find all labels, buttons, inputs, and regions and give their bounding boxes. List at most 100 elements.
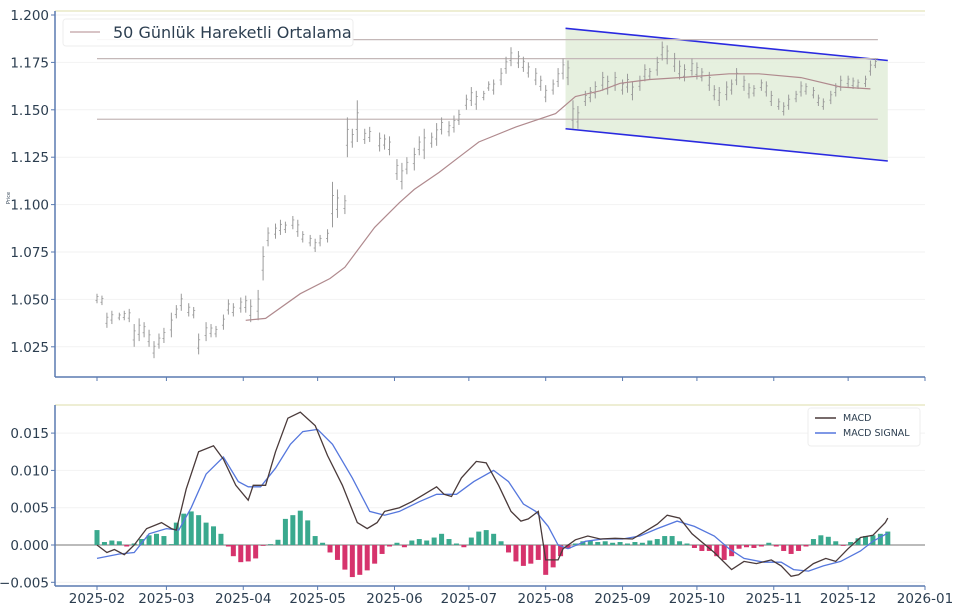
price-y-tick-label: 1.050 — [10, 292, 49, 308]
macd-x-tick-label: 2025-08 — [517, 591, 573, 607]
histogram-bar — [587, 540, 593, 545]
histogram-bar — [855, 538, 861, 545]
histogram-bar — [647, 540, 653, 545]
histogram-bar — [550, 545, 556, 568]
histogram-bar — [364, 545, 370, 571]
histogram-bar — [394, 542, 400, 545]
histogram-bar — [520, 545, 526, 566]
histogram-bar — [342, 545, 348, 570]
price-gridlines — [55, 14, 925, 348]
macd-x-ticks: 2025-02 2025-03 2025-04 2025-05 2025-06 2025-… — [69, 586, 953, 607]
histogram-bar — [848, 542, 854, 545]
histogram-bar — [168, 544, 174, 545]
histogram-bar — [461, 545, 467, 548]
histogram-bar — [483, 530, 489, 545]
histogram-bar — [320, 542, 326, 545]
macd-line — [96, 411, 889, 578]
histogram-bar — [181, 513, 187, 545]
histogram-bar — [602, 541, 608, 545]
histogram-bar — [305, 520, 311, 545]
histogram-bar — [153, 533, 159, 545]
histogram-bar — [877, 533, 883, 545]
macd-histogram — [94, 510, 891, 578]
histogram-bar — [203, 522, 209, 545]
histogram-bar — [218, 533, 224, 545]
histogram-bar — [677, 541, 683, 545]
histogram-bar — [225, 545, 231, 547]
macd-x-tick-label: 2025-04 — [215, 591, 271, 607]
histogram-bar — [751, 545, 757, 548]
histogram-bar — [146, 535, 152, 545]
histogram-bar — [260, 545, 266, 546]
histogram-bar — [513, 545, 519, 562]
histogram-bar — [173, 522, 179, 545]
histogram-bar — [439, 533, 445, 545]
histogram-bar — [401, 545, 407, 548]
price-legend-box — [62, 18, 354, 47]
histogram-bar — [736, 545, 742, 549]
histogram-bar — [684, 543, 690, 545]
histogram-bar — [580, 541, 586, 545]
price-y-ticks: 1.025 1.050 1.075 1.100 1.125 1.150 1.175 1.200 — [10, 8, 55, 356]
histogram-bar — [253, 545, 259, 559]
macd-x-tick-label: 2026-01 — [897, 591, 953, 607]
histogram-bar — [662, 536, 668, 545]
moving-average-line — [245, 73, 871, 321]
histogram-bar — [211, 526, 217, 545]
macd-x-tick-label: 2025-11 — [746, 591, 802, 607]
macd-y-ticks: −0.005 0.000 0.005 0.010 0.015 — [0, 426, 55, 591]
histogram-bar — [446, 539, 452, 545]
histogram-bar — [758, 545, 764, 547]
histogram-bar — [766, 542, 772, 545]
price-y-tick-label: 1.150 — [10, 103, 49, 119]
legend-signal-label: MACD SIGNAL — [843, 428, 910, 439]
price-y-tick-label: 1.100 — [10, 198, 49, 214]
histogram-bar — [230, 545, 236, 557]
histogram-bar — [885, 531, 891, 545]
histogram-bar — [431, 537, 437, 545]
price-y-label: Price — [6, 192, 12, 204]
macd-y-tick-label: 0.015 — [10, 426, 49, 442]
histogram-bar — [818, 535, 824, 545]
histogram-bar — [196, 515, 202, 545]
histogram-bar — [282, 518, 288, 545]
histogram-bar — [124, 545, 130, 547]
histogram-bar — [109, 540, 115, 545]
price-panel: 1.025 1.050 1.075 1.100 1.125 1.150 1.175 1.200… — [6, 8, 926, 381]
histogram-bar — [94, 530, 100, 545]
histogram-bar — [803, 545, 809, 547]
histogram-bar — [625, 543, 631, 545]
histogram-bar — [387, 545, 393, 547]
price-y-tick-label: 1.025 — [10, 340, 49, 356]
histogram-bar — [116, 541, 122, 545]
histogram-bar — [409, 540, 415, 545]
price-legend: 50 Günlük Hareketli Ortalama — [62, 18, 354, 47]
histogram-bar — [491, 533, 497, 545]
price-bars — [95, 41, 877, 359]
histogram-bar — [268, 544, 274, 545]
histogram-bar — [275, 539, 281, 545]
histogram-bar — [632, 542, 638, 545]
histogram-bar — [312, 536, 318, 545]
price-y-tick-label: 1.075 — [10, 245, 49, 261]
histogram-bar — [572, 543, 578, 545]
histogram-bar — [349, 545, 355, 578]
macd-x-tick-label: 2025-09 — [594, 591, 650, 607]
histogram-bar — [424, 540, 430, 545]
histogram-bar — [743, 545, 749, 548]
moving-average — [245, 73, 871, 321]
histogram-bar — [188, 511, 194, 545]
legend-ma-label: 50 Günlük Hareketli Ortalama — [113, 23, 352, 42]
histogram-bar — [610, 542, 616, 545]
histogram-bar — [468, 537, 474, 545]
histogram-bar — [721, 545, 727, 560]
macd-x-tick-label: 2025-06 — [366, 591, 422, 607]
macd-x-tick-label: 2025-12 — [820, 591, 876, 607]
histogram-bar — [139, 539, 145, 545]
histogram-bar — [379, 545, 385, 554]
histogram-bar — [699, 545, 705, 551]
macd-y-tick-label: 0.000 — [10, 538, 49, 554]
macd-x-tick-label: 2025-10 — [669, 591, 725, 607]
